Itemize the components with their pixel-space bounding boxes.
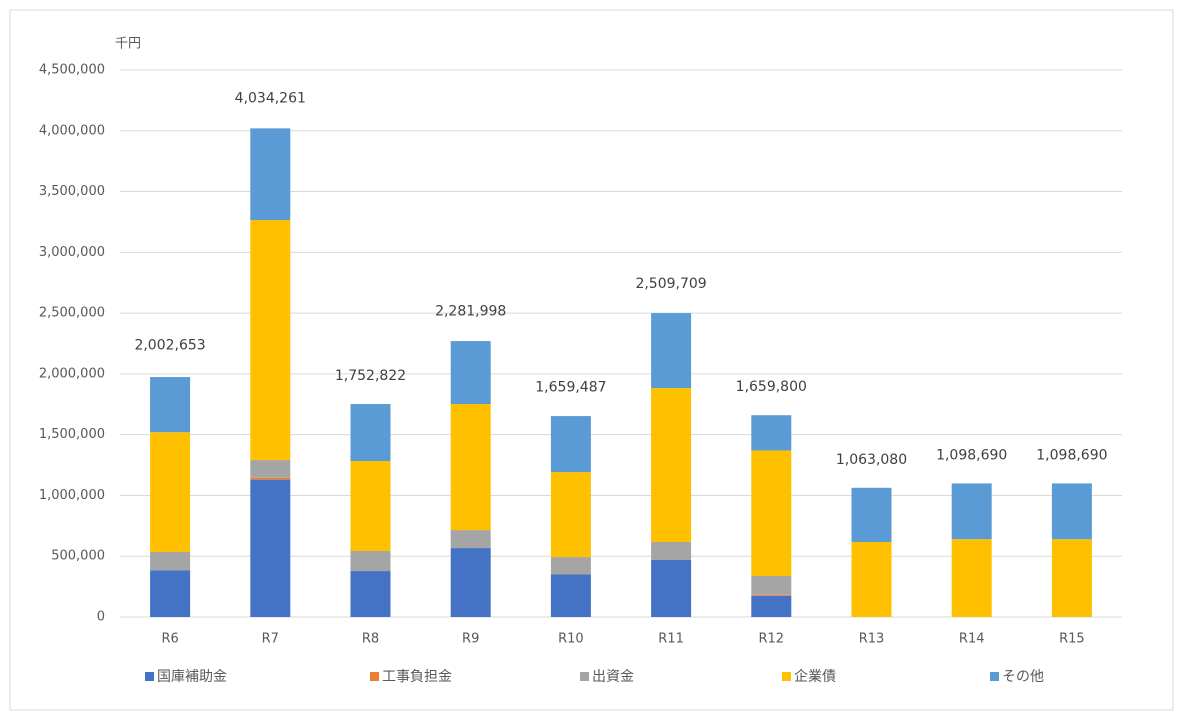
x-tick-label: R6 <box>161 632 178 647</box>
y-tick-label: 1,500,000 <box>39 427 105 442</box>
bar-segment <box>751 450 792 577</box>
bar-segment <box>751 594 792 596</box>
bar-segment <box>350 550 391 572</box>
legend-swatch <box>990 672 999 681</box>
bar-segment <box>751 415 792 451</box>
bar-segment <box>751 595 792 617</box>
bar-segment <box>550 472 591 558</box>
legend-swatch <box>145 672 154 681</box>
total-label: 1,752,822 <box>335 368 406 384</box>
x-tick-label: R8 <box>362 632 379 647</box>
x-tick-label: R10 <box>558 632 584 647</box>
x-tick-label: R15 <box>1059 632 1085 647</box>
bar-segment <box>651 388 692 543</box>
bar-segment <box>350 571 391 617</box>
bar-segment <box>1051 483 1092 540</box>
x-tick-label: R7 <box>262 632 279 647</box>
x-tick-label: R9 <box>462 632 479 647</box>
bar-segment <box>150 551 191 571</box>
bar-segment <box>350 461 391 551</box>
x-tick-label: R14 <box>959 632 985 647</box>
y-tick-label: 3,500,000 <box>39 184 105 199</box>
y-tick-label: 500,000 <box>51 549 105 564</box>
bar-segment <box>250 220 291 461</box>
bar-segment <box>550 557 591 575</box>
y-tick-label: 3,000,000 <box>39 245 105 260</box>
y-tick-label: 4,000,000 <box>39 123 105 138</box>
total-label: 1,659,800 <box>736 379 807 395</box>
bar-segment <box>550 416 591 473</box>
y-tick-label: 2,500,000 <box>39 306 105 321</box>
bar-segment <box>450 341 491 405</box>
bar-segment <box>951 483 992 540</box>
bar-segment <box>250 479 291 617</box>
bar-segment <box>651 559 692 617</box>
bar-segment <box>150 432 191 552</box>
legend-label: 工事負担金 <box>382 669 452 685</box>
y-tick-label: 2,000,000 <box>39 366 105 381</box>
legend-swatch <box>782 672 791 681</box>
x-tick-label: R11 <box>658 632 684 647</box>
legend-swatch <box>370 672 379 681</box>
y-tick-label: 1,000,000 <box>39 488 105 503</box>
bar-segment <box>450 548 491 617</box>
chart-border <box>9 9 1174 711</box>
total-label: 4,034,261 <box>235 91 306 107</box>
total-label: 1,659,487 <box>535 379 606 395</box>
bar-segment <box>350 404 391 462</box>
bar-segment <box>651 542 692 560</box>
bar-segment <box>250 128 291 221</box>
total-label: 1,098,690 <box>936 447 1007 463</box>
legend-label: 企業債 <box>794 668 836 685</box>
bar-segment <box>250 460 291 478</box>
legend-label: その他 <box>1002 669 1044 685</box>
bar-segment <box>150 570 191 617</box>
x-tick-label: R12 <box>759 632 785 647</box>
total-label: 1,063,080 <box>836 452 907 468</box>
legend-label: 出資金 <box>592 669 634 685</box>
bar-segment <box>1051 539 1092 617</box>
bar-segment <box>450 530 491 549</box>
total-label: 2,509,709 <box>635 276 706 292</box>
total-label: 1,098,690 <box>1036 447 1107 463</box>
bar-segment <box>550 574 591 617</box>
y-unit: 千円 <box>115 37 141 52</box>
bar-segment <box>951 539 992 617</box>
x-tick-label: R13 <box>859 632 885 647</box>
legend-swatch <box>580 672 589 681</box>
bar-segment <box>450 404 491 531</box>
legend-label: 国庫補助金 <box>157 668 227 685</box>
bar-segment <box>851 487 892 543</box>
bar-segment <box>751 576 792 595</box>
bar-segment <box>250 477 291 480</box>
bar-segment <box>851 542 892 617</box>
bar-segment <box>150 377 191 433</box>
y-tick-label: 4,500,000 <box>39 63 105 78</box>
y-tick-label: 0 <box>97 610 105 625</box>
total-label: 2,281,998 <box>435 304 506 320</box>
bar-segment <box>651 313 692 389</box>
total-label: 2,002,653 <box>134 338 205 354</box>
